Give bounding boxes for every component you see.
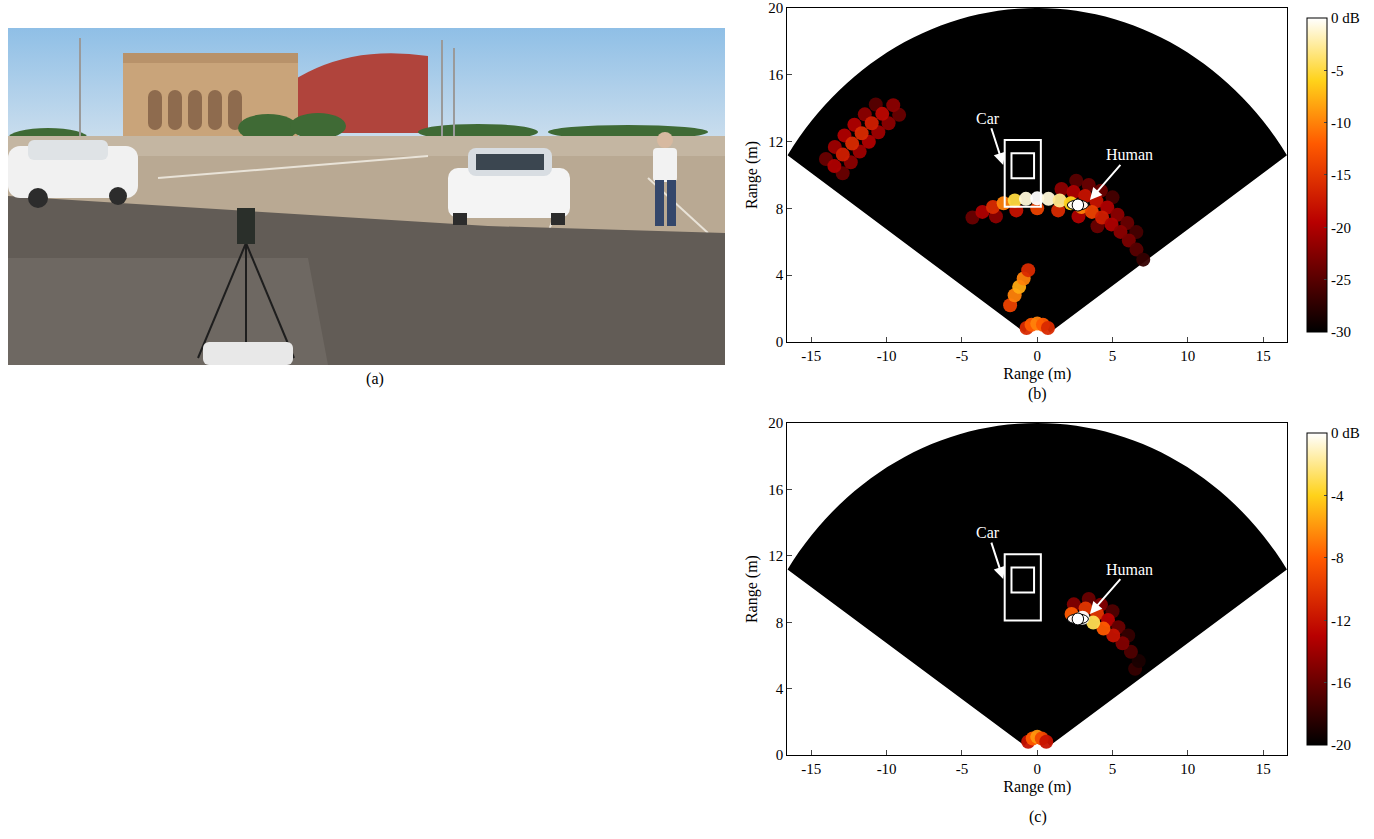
svg-text:10: 10 — [1180, 348, 1195, 364]
svg-text:5: 5 — [1109, 348, 1117, 364]
svg-text:4: 4 — [776, 267, 784, 283]
svg-text:-8: -8 — [1331, 550, 1344, 566]
svg-text:0: 0 — [1033, 348, 1041, 364]
svg-text:Range (m): Range (m) — [1003, 365, 1071, 383]
svg-text:Human: Human — [1106, 561, 1153, 578]
svg-text:4: 4 — [776, 681, 784, 697]
svg-text:Human: Human — [1106, 146, 1153, 163]
svg-text:15: 15 — [1256, 761, 1271, 777]
svg-text:Range (m): Range (m) — [743, 555, 761, 623]
svg-text:Car: Car — [976, 524, 1000, 541]
svg-text:-15: -15 — [801, 348, 821, 364]
svg-text:(b): (b) — [1028, 385, 1047, 403]
svg-text:20: 20 — [768, 415, 783, 431]
svg-text:-4: -4 — [1331, 488, 1344, 504]
svg-text:-25: -25 — [1331, 272, 1351, 288]
svg-text:-5: -5 — [1331, 63, 1344, 79]
svg-text:10: 10 — [1180, 761, 1195, 777]
svg-text:-5: -5 — [956, 761, 969, 777]
svg-text:0 dB: 0 dB — [1331, 425, 1360, 441]
svg-text:15: 15 — [1256, 348, 1271, 364]
svg-text:0 dB: 0 dB — [1331, 10, 1360, 26]
svg-text:0: 0 — [776, 747, 784, 763]
svg-text:-12: -12 — [1331, 613, 1351, 629]
svg-text:-10: -10 — [877, 348, 897, 364]
svg-text:-10: -10 — [877, 761, 897, 777]
svg-text:-15: -15 — [1331, 167, 1351, 183]
svg-text:20: 20 — [768, 0, 783, 16]
svg-text:8: 8 — [776, 615, 784, 631]
svg-text:-10: -10 — [1331, 115, 1351, 131]
svg-text:-16: -16 — [1331, 675, 1351, 691]
svg-text:12: 12 — [768, 548, 783, 564]
svg-text:Range (m): Range (m) — [1003, 778, 1071, 796]
svg-text:16: 16 — [768, 482, 784, 498]
svg-text:-20: -20 — [1331, 220, 1351, 236]
svg-text:Range (m): Range (m) — [743, 141, 761, 209]
svg-text:16: 16 — [768, 67, 784, 83]
html-text:(a): (a) — [366, 370, 384, 387]
svg-text:Car: Car — [976, 110, 1000, 127]
svg-text:-15: -15 — [801, 761, 821, 777]
svg-text:8: 8 — [776, 201, 784, 217]
svg-text:5: 5 — [1109, 761, 1117, 777]
svg-text:-5: -5 — [956, 348, 969, 364]
svg-text:0: 0 — [1033, 761, 1041, 777]
svg-text:-20: -20 — [1331, 737, 1351, 753]
svg-text:-30: -30 — [1331, 324, 1351, 340]
svg-text:0: 0 — [776, 334, 784, 350]
svg-text:(c): (c) — [1029, 808, 1047, 826]
svg-text:12: 12 — [768, 134, 783, 150]
